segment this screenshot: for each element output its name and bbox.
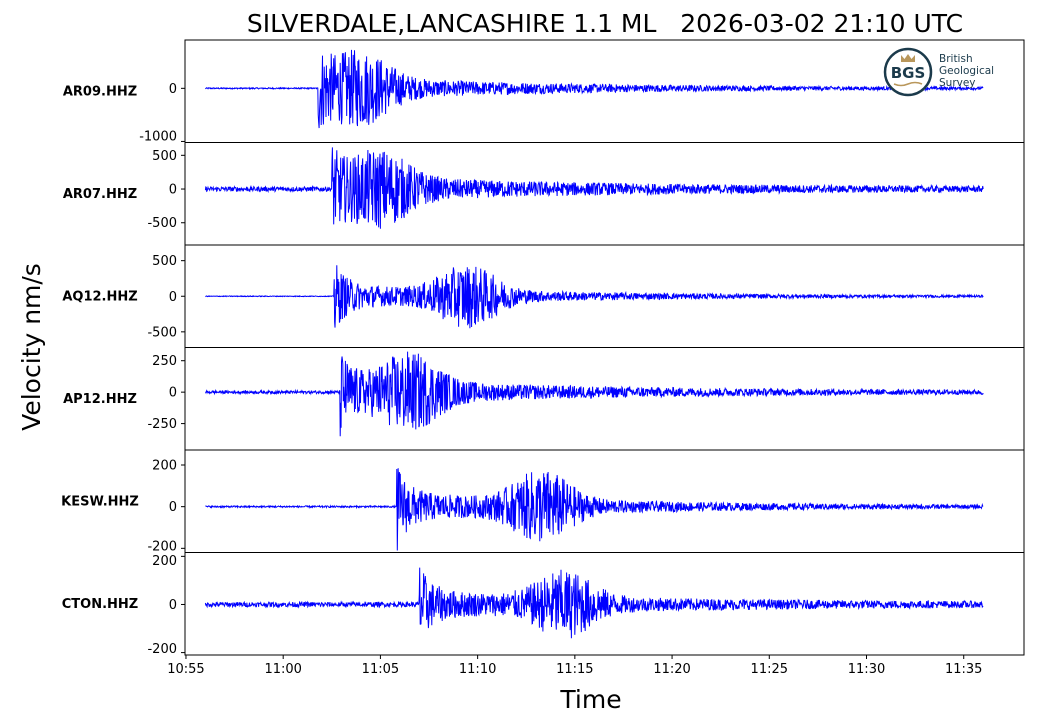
y-tick-label: -200 <box>147 540 177 555</box>
logo-waves <box>893 81 923 87</box>
trace-panel: KESW.HHZ 200 0 -200 <box>61 449 1025 555</box>
trace-panel: AQ12.HHZ 500 0 -500 <box>62 244 1025 348</box>
station-label: AR09.HHZ <box>63 84 137 99</box>
station-label: AQ12.HHZ <box>62 289 137 304</box>
waveform-ar07-hhz <box>204 147 984 229</box>
logo-line-3: Survey <box>939 77 976 89</box>
y-tick-label: -500 <box>147 325 177 340</box>
waveform-cton-hhz <box>204 567 984 639</box>
station-label: AR07.HHZ <box>63 187 137 202</box>
y-tick-label: 0 <box>169 82 177 97</box>
y-tick-label: 500 <box>152 254 177 269</box>
waveform-kesw-hhz <box>205 468 984 551</box>
panel-frame <box>184 552 1025 656</box>
y-tick-label: 0 <box>169 386 177 401</box>
x-axis: 10:55 11:00 11:05 11:10 11:15 11:20 11:25 11:30… <box>167 655 982 677</box>
x-tick-label: 11:05 <box>362 662 399 677</box>
station-label: KESW.HHZ <box>61 494 139 509</box>
y-tick-label: 0 <box>169 183 177 198</box>
trace-panel: CTON.HHZ 200 0 -200 <box>62 552 1025 657</box>
waveform-ap12-hhz <box>204 351 984 437</box>
x-tick-label: 11:20 <box>653 662 690 677</box>
logo-abbr: BGS <box>891 64 926 82</box>
logo-line-1: British <box>939 53 973 65</box>
trace-panel: AR07.HHZ 500 0 -500 <box>63 142 1025 246</box>
trace-panel: AP12.HHZ 250 0 -250 <box>63 347 1025 451</box>
panel-frame <box>184 142 1025 246</box>
x-axis-label: Time <box>559 685 621 714</box>
x-tick-label: 11:25 <box>751 662 788 677</box>
x-tick-label: 11:30 <box>848 662 885 677</box>
chart-title: SILVERDALE,LANCASHIRE 1.1 ML 2026-03-02 … <box>247 9 963 38</box>
x-tick-label: 11:10 <box>459 662 496 677</box>
x-tick-label: 11:00 <box>264 662 301 677</box>
y-axis-label: Velocity nm/s <box>17 263 46 431</box>
y-tick-label: 0 <box>169 290 177 305</box>
x-tick-label: 11:15 <box>556 662 593 677</box>
panel-frame <box>184 347 1025 451</box>
y-tick-label: -250 <box>147 417 177 432</box>
x-tick-label: 11:35 <box>945 662 982 677</box>
station-label: AP12.HHZ <box>63 392 137 407</box>
station-label: CTON.HHZ <box>62 597 138 612</box>
y-tick-label: -1000 <box>139 130 177 145</box>
y-tick-label: -200 <box>147 642 177 657</box>
waveform-aq12-hhz <box>205 265 984 329</box>
y-tick-label: -500 <box>147 216 177 231</box>
y-tick-label: 250 <box>152 354 177 369</box>
waveform-ar09-hhz <box>205 49 984 129</box>
trace-panel: AR09.HHZ 0 -1000 <box>63 39 1025 145</box>
y-tick-label: 200 <box>152 459 177 474</box>
y-tick-label: 200 <box>152 554 177 569</box>
y-tick-label: 500 <box>152 149 177 164</box>
y-tick-label: 0 <box>169 500 177 515</box>
bgs-logo: BGS British Geological Survey <box>883 47 994 97</box>
logo-line-2: Geological <box>939 65 994 77</box>
x-tick-label: 10:55 <box>167 662 204 677</box>
panel-frame <box>184 449 1025 553</box>
crown-icon <box>901 54 915 62</box>
y-tick-label: 0 <box>169 598 177 613</box>
